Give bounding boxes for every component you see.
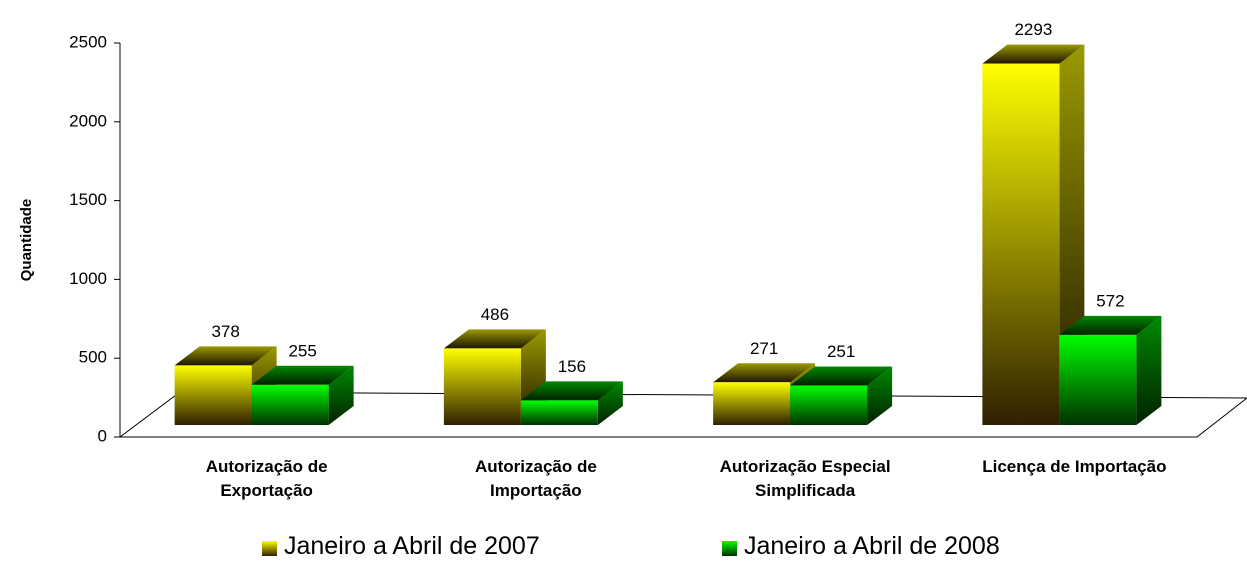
- x-tick-label: Licença de Importação: [982, 457, 1167, 476]
- bar-top: [251, 365, 354, 385]
- y-tick-label: 2000: [69, 111, 107, 130]
- value-label: 486: [481, 305, 509, 324]
- bar-top: [1059, 315, 1162, 335]
- x-tick-label: Autorização de Importação: [474, 457, 597, 500]
- y-tick-label: 2500: [69, 32, 107, 51]
- legend-label: Janeiro a Abril de 2008: [744, 532, 1000, 560]
- bar-top: [443, 329, 546, 349]
- bar-side: [328, 365, 354, 425]
- bar: [520, 400, 598, 425]
- y-tick-label: 500: [79, 348, 107, 367]
- y-tick-label: 1000: [69, 269, 107, 288]
- bar: [713, 382, 791, 425]
- value-label: 255: [288, 341, 316, 360]
- bar-side: [867, 366, 893, 425]
- bar-top: [174, 346, 277, 366]
- bar-side: [597, 381, 623, 425]
- bar: [174, 365, 252, 425]
- bar-top: [520, 381, 623, 401]
- y-tick-label: 0: [98, 426, 107, 445]
- value-label: 251: [827, 342, 855, 361]
- legend-swatch: [722, 541, 737, 556]
- bar: [790, 385, 868, 425]
- bar: [1059, 334, 1137, 425]
- legend-swatch: [262, 541, 277, 556]
- bar-side: [1136, 315, 1162, 425]
- x-tick-label: Autorização Especial Simplificada: [719, 457, 891, 500]
- value-label: 2293: [1014, 20, 1052, 39]
- bar-top: [713, 363, 816, 383]
- y-tick-label: 1500: [69, 190, 107, 209]
- bar: [982, 63, 1060, 425]
- bar-top: [982, 44, 1085, 64]
- bar-top: [790, 366, 893, 386]
- value-label: 378: [211, 322, 239, 341]
- legend-label: Janeiro a Abril de 2007: [284, 532, 540, 560]
- floor: [118, 391, 1247, 438]
- value-label: 572: [1096, 291, 1124, 310]
- bar: [443, 348, 521, 425]
- y-axis-title: Quantidade: [18, 199, 35, 282]
- bar: [251, 384, 329, 425]
- value-label: 271: [750, 339, 778, 358]
- x-tick-label: Autorização de Exportação: [205, 457, 328, 500]
- value-label: 156: [558, 357, 586, 376]
